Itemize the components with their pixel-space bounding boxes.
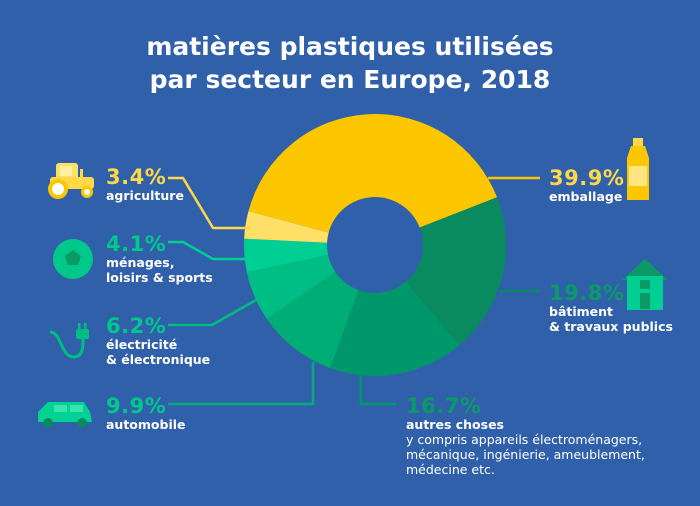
name-electricite-1: électricité bbox=[106, 337, 178, 352]
label-autres: 16.7% autres choses y compris appareils … bbox=[406, 395, 645, 477]
plug-icon bbox=[49, 323, 89, 359]
soccer-ball-icon bbox=[53, 239, 93, 279]
desc-autres-2: mécanique, ingénierie, ameublement, bbox=[406, 447, 645, 462]
name-batiment-2: & travaux publics bbox=[549, 319, 673, 334]
label-automobile: 9.9% automobile bbox=[106, 395, 186, 432]
label-electricite: 6.2% électricité & électronique bbox=[106, 315, 210, 367]
slice-autres bbox=[330, 281, 460, 376]
pct-automobile: 9.9% bbox=[106, 394, 167, 418]
name-electricite-2: & électronique bbox=[106, 352, 211, 367]
pct-agriculture: 3.4% bbox=[106, 165, 167, 189]
slice-menages bbox=[244, 238, 329, 273]
car-icon bbox=[38, 402, 92, 428]
label-agriculture: 3.4% agriculture bbox=[106, 166, 184, 203]
leader-line-electricite bbox=[168, 298, 257, 327]
label-batiment: 19.8% bâtiment & travaux publics bbox=[549, 282, 673, 334]
desc-autres-3: médecine etc. bbox=[406, 462, 495, 477]
name-agriculture: agriculture bbox=[106, 188, 184, 203]
slice-automobile bbox=[266, 272, 359, 369]
name-menages-2: loisirs & sports bbox=[106, 270, 213, 285]
name-automobile: automobile bbox=[106, 417, 186, 432]
slice-agriculture bbox=[244, 211, 329, 243]
name-menages-1: ménages, bbox=[106, 255, 175, 270]
leader-line-autres bbox=[359, 374, 396, 406]
pct-menages: 4.1% bbox=[106, 232, 167, 256]
pct-electricite: 6.2% bbox=[106, 314, 167, 338]
pct-emballage: 39.9% bbox=[549, 166, 625, 190]
slice-electricite bbox=[246, 254, 336, 319]
name-autres: autres choses bbox=[406, 417, 504, 432]
pct-batiment: 19.8% bbox=[549, 281, 625, 305]
pct-autres: 16.7% bbox=[406, 394, 482, 418]
slice-emballage bbox=[248, 113, 498, 233]
tractor-icon bbox=[48, 163, 94, 199]
desc-autres-1: y compris appareils électroménagers, bbox=[406, 432, 643, 447]
label-emballage: 39.9% emballage bbox=[549, 167, 624, 204]
leader-line-menages bbox=[168, 240, 248, 261]
label-menages: 4.1% ménages, loisirs & sports bbox=[106, 233, 213, 285]
leader-line-agriculture bbox=[168, 176, 250, 230]
name-emballage: emballage bbox=[549, 189, 623, 204]
chart-title: matières plastiques utilisées par secteu… bbox=[0, 30, 700, 96]
name-batiment-1: bâtiment bbox=[549, 304, 614, 319]
leader-line-automobile bbox=[168, 362, 315, 406]
title-line-2: par secteur en Europe, 2018 bbox=[149, 65, 551, 94]
plastic-bottle-icon bbox=[627, 138, 649, 200]
title-line-1: matières plastiques utilisées bbox=[146, 32, 554, 61]
house-icon bbox=[622, 259, 668, 310]
slice-batiment bbox=[405, 197, 506, 346]
